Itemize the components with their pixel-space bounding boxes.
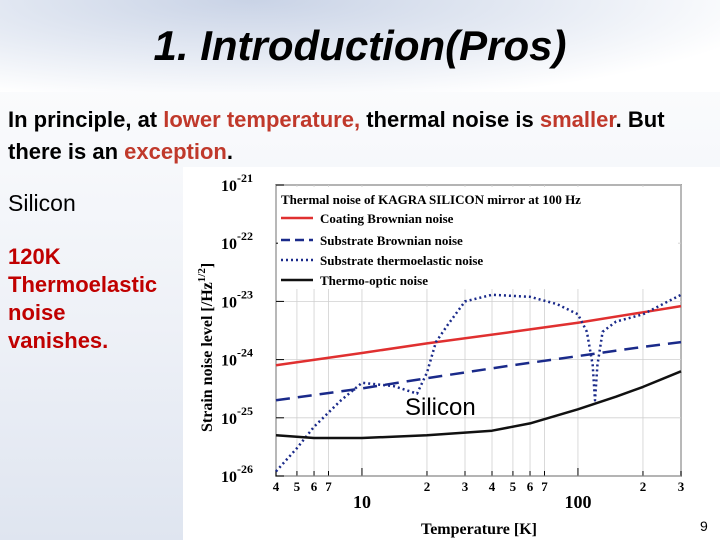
legend-label: Substrate thermoelastic noise <box>320 253 483 268</box>
note-line: 120K <box>8 244 61 269</box>
series-layer <box>275 293 682 473</box>
x-axis-label: Temperature [K] <box>421 521 537 538</box>
x-tick-label: 2 <box>640 479 647 494</box>
note-line: vanishes. <box>8 328 109 353</box>
slide-title: 1. Introduction(Pros) <box>153 22 567 69</box>
y-tick-base: 10 <box>221 178 237 195</box>
intro-highlight-exception: exception <box>124 139 227 164</box>
legend-item: Coating Brownian noise <box>281 211 454 226</box>
series-line <box>275 304 682 367</box>
x-tick-label: 6 <box>311 479 318 494</box>
legend-item: Substrate thermoelastic noise <box>281 253 483 268</box>
y-tick-exponent: -24 <box>237 346 253 360</box>
y-axis-label: Strain noise level [/Hz1/2] <box>196 263 216 432</box>
legend-label: Thermo-optic noise <box>320 273 428 288</box>
x-tick-label: 3 <box>462 479 469 494</box>
y-tick-label: 10-25 <box>221 404 253 428</box>
x-tick-label: 4 <box>273 479 280 494</box>
x-tick-label: 100 <box>564 492 591 512</box>
intro-text: . But there is an <box>8 107 665 164</box>
chart-title: Thermal noise of KAGRA SILICON mirror at… <box>281 192 581 207</box>
material-label: Silicon <box>8 190 76 216</box>
y-tick-exponent: -23 <box>237 287 253 301</box>
legend-label: Substrate Brownian noise <box>320 233 463 248</box>
y-tick-exponent: -26 <box>237 462 253 476</box>
chart-container: 10-21 10-22 10-23 10-24 10-25 10-26 4 5 6 7 10 2 3 4… <box>183 167 720 540</box>
intro-text: In principle, at <box>8 107 164 132</box>
note-box: 120K Thermoelastic noise vanishes. <box>8 243 208 355</box>
y-axis-label-text: Strain noise level [/Hz <box>199 282 216 432</box>
y-tick-exponent: -22 <box>237 229 253 243</box>
note-line: noise <box>8 300 66 325</box>
y-tick-label: 10-23 <box>221 287 253 311</box>
x-tick-label: 6 <box>527 479 534 494</box>
x-tick-label: 4 <box>489 479 496 494</box>
y-tick-exponent: -25 <box>237 404 253 418</box>
legend-item: Substrate Brownian noise <box>281 233 463 248</box>
title-band-background <box>0 0 720 92</box>
chart-overlay-label: Silicon <box>405 394 476 421</box>
legend-label: Coating Brownian noise <box>320 211 454 226</box>
y-tick-base: 10 <box>221 469 237 486</box>
intro-highlight-smaller: smaller <box>539 107 616 132</box>
legend-box <box>278 187 678 289</box>
y-tick-base: 10 <box>221 353 237 370</box>
y-tick-label: 10-22 <box>221 229 253 253</box>
series-line <box>275 370 682 440</box>
y-tick-exponent: -21 <box>237 171 253 185</box>
note-line: Thermoelastic <box>8 272 158 297</box>
intro-paragraph: In principle, at lower temperature, ther… <box>8 104 708 168</box>
intro-text: thermal noise is <box>360 107 540 132</box>
y-tick-label: 10-21 <box>221 171 253 195</box>
slide-number: 9 <box>700 518 708 534</box>
x-tick-label: 7 <box>325 479 332 494</box>
intro-text: . <box>226 139 233 164</box>
y-tick-base: 10 <box>221 411 237 428</box>
x-tick-label: 5 <box>510 479 517 494</box>
x-tick-label: 3 <box>678 479 685 494</box>
y-tick-base: 10 <box>221 294 237 311</box>
intro-highlight-lower-temperature: lower temperature, <box>163 107 361 132</box>
x-tick-label: 5 <box>294 479 301 494</box>
y-tick-base: 10 <box>221 236 237 253</box>
y-axis-label-close: ] <box>199 263 216 268</box>
x-tick-label: 2 <box>424 479 431 494</box>
y-axis-label-exponent: 1/2 <box>196 268 208 283</box>
legend-item: Thermo-optic noise <box>281 273 428 288</box>
x-tick-label: 7 <box>541 479 548 494</box>
y-tick-label: 10-26 <box>221 462 253 486</box>
x-tick-label: 10 <box>353 492 371 512</box>
y-tick-label: 10-24 <box>221 346 253 370</box>
